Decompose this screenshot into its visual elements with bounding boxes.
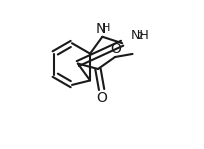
- Text: H: H: [101, 24, 110, 34]
- Text: O: O: [110, 42, 121, 56]
- Text: O: O: [96, 91, 107, 105]
- Text: NH: NH: [130, 28, 149, 42]
- Text: N: N: [96, 22, 106, 36]
- Text: 2: 2: [137, 32, 143, 41]
